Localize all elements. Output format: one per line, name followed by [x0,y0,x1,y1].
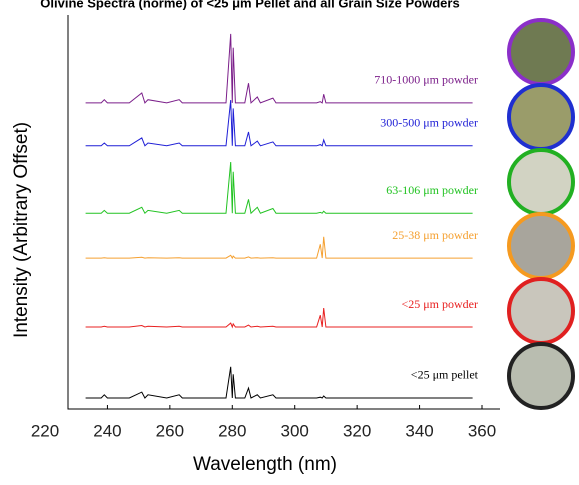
sample-photos [507,18,575,410]
photo-710-1000 [507,18,575,86]
series-label: 300-500 μm powder [380,116,478,130]
series-label: 25-38 μm powder [392,228,478,242]
spectrum-line [85,236,473,260]
photo-lt25-powder [507,277,575,345]
x-tick-label: 220 [31,421,59,440]
x-tick-label: 340 [405,421,433,440]
series-label: <25 μm powder [401,297,478,311]
x-tick-label: 320 [343,421,371,440]
series-label: <25 μm pellet [411,368,479,382]
x-tick-label: 260 [156,421,184,440]
series-label: 63-106 μm powder [386,183,478,197]
x-tick-label: 240 [93,421,121,440]
chart-title: Olivine Spectra (norme) of <25 μm Pellet… [40,0,459,10]
x-tick-label: 300 [281,421,309,440]
x-tick-label: 280 [218,421,246,440]
spectrum-line [85,366,473,399]
axis-frame [67,15,500,410]
photo-lt25-pellet [507,342,575,410]
x-axis-label: Wavelength (nm) [193,454,337,475]
spectrum-line [85,100,473,147]
spectrum-line [85,308,473,329]
series-label: 710-1000 μm powder [374,73,478,87]
photo-63-106 [507,148,575,216]
spectrum-line [85,33,473,104]
photo-300-500 [507,83,575,151]
x-tick-label: 360 [468,421,496,440]
photo-25-38 [507,212,575,280]
y-axis-label: Intensity (Arbitrary Offset) [11,122,32,338]
spectrum-line [85,161,473,215]
